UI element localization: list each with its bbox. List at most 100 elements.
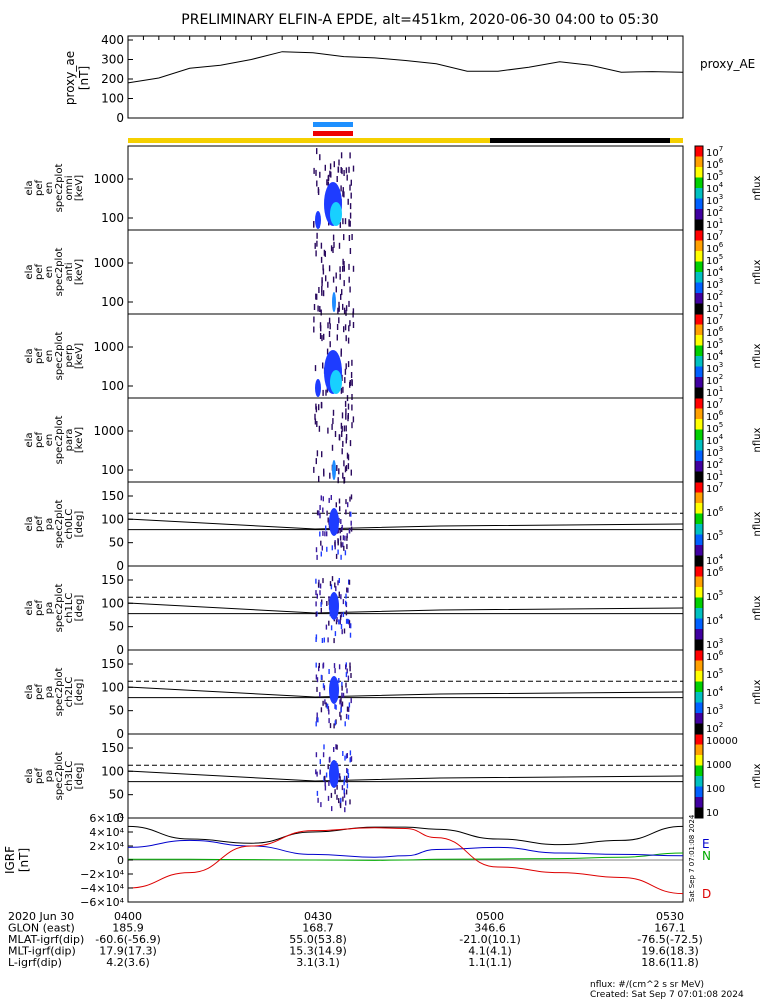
spectrogram-pixel: [340, 422, 343, 429]
igrf-legend-d: D: [702, 887, 711, 901]
spectrogram-pixel: [342, 265, 344, 272]
colorbar-band: [695, 744, 703, 756]
spectrogram-pixel: [333, 241, 335, 248]
pa-pixel: [344, 807, 346, 813]
spectrogram-pixel: [337, 307, 339, 314]
colorbar-tick-exp: 4: [719, 349, 724, 357]
pa-pixel: [322, 530, 324, 536]
pa-pixel: [343, 789, 345, 795]
pa-pixel: [320, 601, 322, 607]
igrf-tick-label: 6×10⁴: [89, 812, 124, 825]
y-tick-label: 100: [101, 295, 124, 309]
colorbar-band: [695, 219, 703, 231]
spectrogram-pixel: [347, 413, 349, 419]
pa-pixel: [328, 620, 330, 626]
ae-tick-label: 100: [101, 92, 124, 106]
pa-pixel: [326, 546, 328, 552]
pa-pixel: [349, 623, 351, 629]
spectrogram-pixel: [349, 286, 351, 293]
pa-pixel: [340, 542, 342, 548]
panel-ylabel: pef: [34, 768, 45, 785]
ephem-value: 3.1(3.1): [296, 956, 340, 969]
pa-pixel: [339, 528, 341, 534]
panel-spec_anti: ela pef en spec2plot anti [keV] 10001001071061…: [24, 229, 763, 318]
spectrogram-pixel: [320, 401, 323, 408]
pa-pixel: [341, 685, 343, 691]
panel-ylabel: anti: [64, 262, 75, 281]
igrf-ylabel-2: [nT]: [17, 848, 31, 872]
pa-pixel: [328, 519, 330, 525]
spectrogram-pixel: [351, 394, 353, 400]
pa-pixel: [343, 545, 345, 551]
y-tick-label: 100: [101, 463, 124, 477]
spectrogram-pixel: [342, 303, 344, 310]
panel-ylabel: [keV]: [74, 427, 85, 453]
colorbar-tick: 104: [706, 685, 724, 699]
spectrogram-pixel: [344, 400, 347, 407]
ephem-value: 346.6: [474, 922, 506, 935]
spectrogram-pixel: [340, 185, 342, 192]
panel-ylabel: ela: [24, 768, 35, 783]
pa-pixel: [335, 744, 337, 750]
pa-pixel: [350, 756, 353, 762]
pa-pixel: [345, 610, 348, 616]
colorbar-tick-exp: 6: [719, 325, 724, 333]
pa-pixel: [339, 506, 341, 512]
ae-panel: 400 300 200 100 0 proxy_ae [nT] proxy_AE: [63, 33, 755, 125]
pa-pixel: [338, 619, 340, 625]
colorbar-band: [695, 240, 703, 252]
pa-pixel: [316, 712, 318, 718]
colorbar-band: [695, 650, 703, 661]
pa-pixel: [340, 519, 342, 524]
pa-pixel: [343, 775, 346, 781]
pa-pixel: [316, 611, 318, 617]
y-tick-label: 50: [109, 620, 124, 634]
colorbar-band: [695, 723, 703, 735]
spectrogram-pixel: [332, 276, 335, 283]
y-tick-label: 100: [101, 680, 124, 694]
ephem-value: 18.6(11.8): [641, 956, 699, 969]
colorbar-tick-exp: 3: [719, 703, 723, 711]
pa-pixel: [346, 783, 349, 789]
pa-pixel: [339, 803, 342, 809]
spectrogram-pixel: [314, 418, 317, 425]
colorbar-band: [695, 597, 703, 609]
spectrogram-pixel: [340, 348, 342, 355]
spectrogram-pixel: [338, 317, 340, 324]
pa-pixel: [341, 629, 343, 635]
panel-ylabel: ch2LC: [64, 677, 75, 708]
panel-ylabel: para: [64, 429, 75, 452]
pa-pixel: [341, 701, 344, 707]
spectrogram-pixel: [341, 168, 343, 175]
ephem-value: 15.3(14.9): [289, 945, 347, 958]
spectrogram-pixel: [322, 268, 325, 275]
colorbar-tick-exp: 2: [719, 289, 723, 297]
spectrogram-pixel: [349, 248, 352, 254]
y-tick-label: 0: [116, 727, 124, 741]
pa-pixel: [315, 601, 317, 607]
pa-pixel: [326, 703, 328, 709]
colorbar-tick-exp: 3: [719, 193, 723, 201]
spectrogram-pixel: [329, 163, 332, 170]
pa-pixel: [341, 524, 343, 530]
igrf-legend-e: E: [702, 837, 710, 851]
spectrogram-pixel: [321, 451, 323, 458]
colorbar-band: [695, 471, 703, 483]
spectrogram-pixel: [338, 434, 341, 441]
ephem-row-label: L-igrf(dip): [8, 956, 62, 969]
spectrogram-pixel: [352, 308, 355, 315]
colorbar-band: [695, 230, 703, 241]
pa-pixel: [325, 525, 327, 531]
pa-pixel: [322, 752, 325, 758]
colorbar-tick: 10000: [706, 736, 738, 747]
colorbar-label: nflux: [752, 175, 763, 200]
colorbar-band: [695, 692, 703, 703]
pa-pixel: [334, 544, 336, 550]
panel-ylabel: pa: [44, 602, 55, 614]
panel-ylabel: spec2plot: [54, 248, 65, 297]
pa-pixel: [320, 540, 322, 546]
spectrogram-pixel: [314, 365, 317, 372]
spectrogram-pixel: [328, 317, 331, 324]
